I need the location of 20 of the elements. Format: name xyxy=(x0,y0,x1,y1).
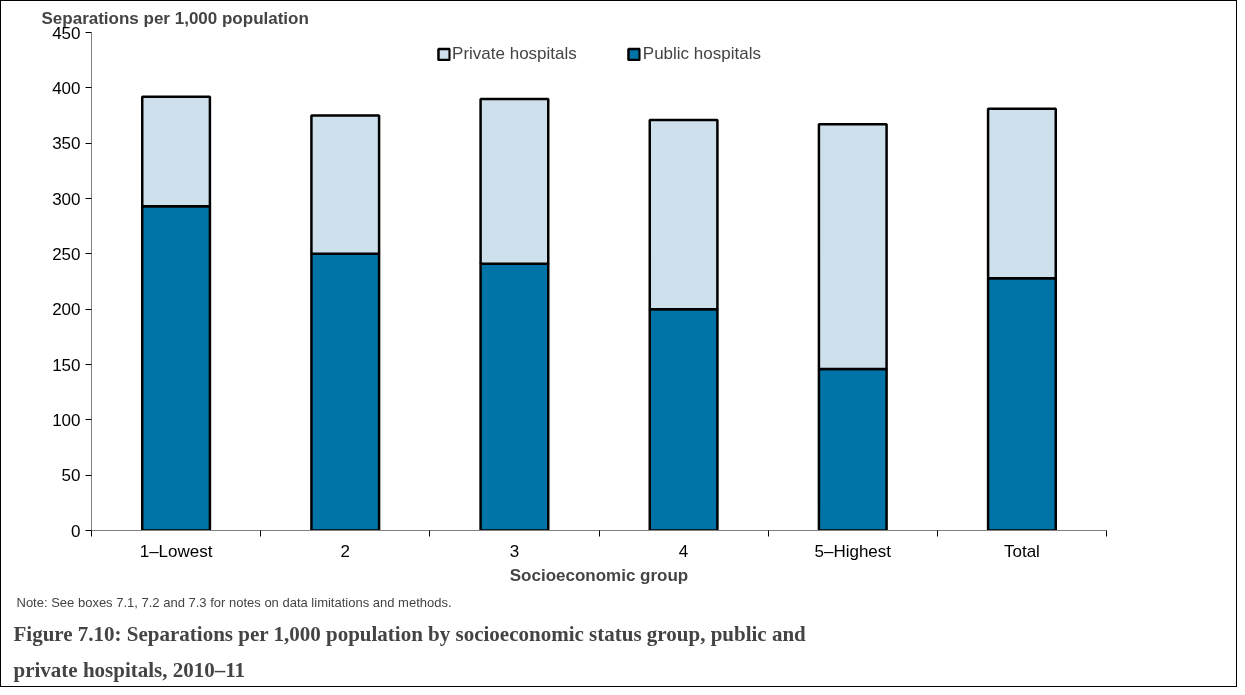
y-tick-label: 400 xyxy=(52,78,81,98)
y-tick-label: 100 xyxy=(52,410,81,430)
y-tick-label: 350 xyxy=(52,134,81,154)
x-tick-label: 4 xyxy=(678,541,689,561)
y-tick-label: 150 xyxy=(52,355,81,375)
x-tick-label: 3 xyxy=(509,541,520,561)
text: Note: See boxes 7.1, 7.2 and 7.3 for notes on data limitations and methods. xyxy=(16,594,452,610)
x-axis-title: Socioeconomic group xyxy=(509,565,689,585)
y-tick-label: 50 xyxy=(61,466,81,486)
text: Figure 7.10: Separations per 1,000 population by socioeconomic status group, public and private hospitals, 2010–11 xyxy=(13,621,807,682)
y-tick-label: 200 xyxy=(52,300,81,320)
y-tick-label: 0 xyxy=(71,521,81,541)
legend-label: Public hospitals xyxy=(642,44,761,64)
x-tick-label: 5–Highest xyxy=(814,541,892,561)
x-tick-label: Total xyxy=(1003,541,1040,561)
y-tick-label: 250 xyxy=(52,244,81,264)
legend-label: Private hospitals xyxy=(452,44,577,64)
x-tick-label: 1–Lowest xyxy=(139,541,213,561)
y-tick-label: 300 xyxy=(52,189,81,209)
x-tick-label: 2 xyxy=(340,541,350,561)
